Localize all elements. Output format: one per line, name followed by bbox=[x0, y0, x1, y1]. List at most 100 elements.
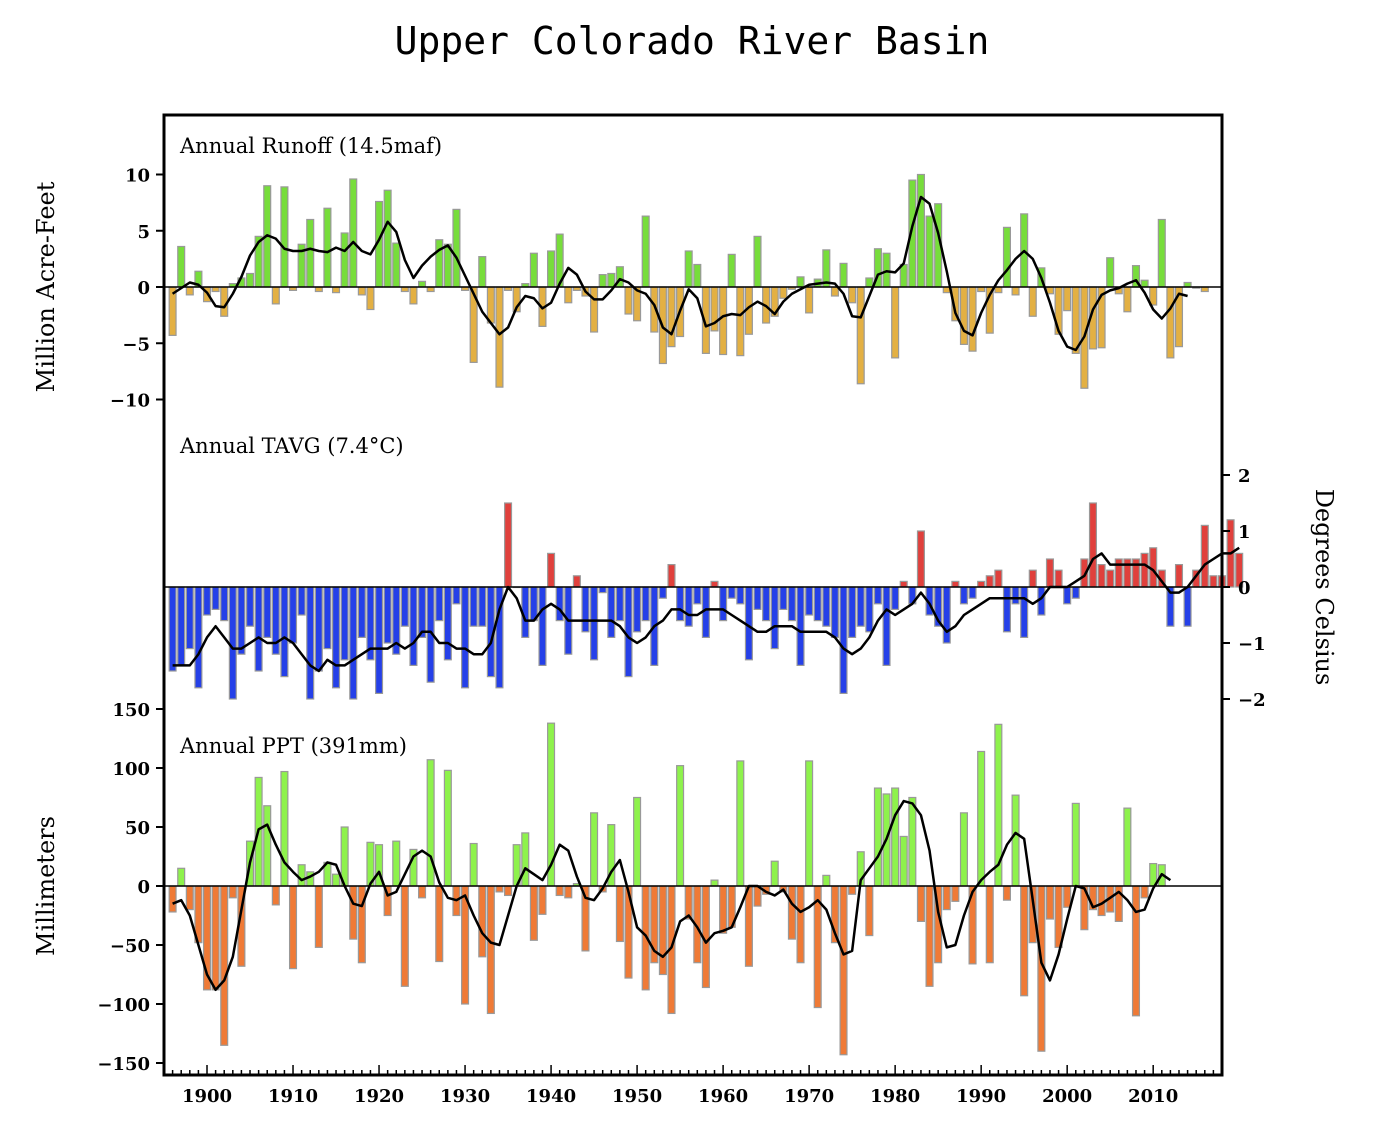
ppt-bar bbox=[977, 750, 986, 887]
runoff-bar bbox=[168, 286, 177, 336]
xtick-label: 1990 bbox=[956, 1086, 1006, 1107]
tavg-bar bbox=[194, 586, 203, 689]
runoff-bar bbox=[331, 286, 341, 294]
runoff-bar bbox=[306, 218, 315, 288]
tavg-smoothed-line bbox=[172, 546, 1240, 673]
tavg-bar bbox=[461, 586, 470, 689]
tavg-bar bbox=[1235, 552, 1244, 588]
runoff-bar bbox=[357, 286, 366, 296]
ppt-ytick-label: 150 bbox=[112, 700, 150, 721]
tavg-bar bbox=[779, 586, 788, 610]
ppt-bar bbox=[564, 885, 573, 899]
tavg-ytick-label: 1 bbox=[1238, 522, 1251, 543]
runoff-ytick-label: −10 bbox=[110, 391, 150, 412]
runoff-bar bbox=[383, 189, 392, 288]
tavg-bar bbox=[607, 586, 616, 639]
tavg-bar bbox=[1114, 558, 1123, 588]
runoff-bar bbox=[1106, 257, 1115, 288]
ppt-bar bbox=[263, 805, 272, 887]
tavg-ytick-label: 2 bbox=[1238, 466, 1251, 487]
tavg-bar bbox=[1123, 558, 1132, 588]
ppt-bar bbox=[736, 760, 745, 887]
tavg-bar bbox=[805, 586, 814, 616]
ppt-bar bbox=[211, 885, 220, 991]
runoff-bar bbox=[323, 207, 332, 288]
xtick-label: 1940 bbox=[526, 1086, 576, 1107]
runoff-bar bbox=[719, 286, 728, 356]
tavg-bar bbox=[736, 586, 745, 605]
tavg-bar bbox=[822, 586, 831, 627]
runoff-bar bbox=[598, 274, 607, 288]
runoff-bar bbox=[280, 186, 289, 288]
runoff-ytick-label: −5 bbox=[122, 334, 150, 355]
ppt-bar bbox=[177, 867, 186, 887]
ppt-bar bbox=[418, 885, 427, 899]
tavg-bar bbox=[1131, 558, 1141, 588]
tavg-bar bbox=[830, 586, 839, 639]
ppt-bar bbox=[297, 864, 306, 887]
tavg-bar bbox=[357, 586, 366, 639]
runoff-bar bbox=[607, 272, 616, 288]
tavg-bar bbox=[942, 586, 951, 644]
ppt-bar bbox=[1071, 802, 1080, 887]
ppt-bar bbox=[331, 873, 341, 887]
tavg-bar bbox=[977, 580, 986, 588]
ppt-bar bbox=[908, 796, 917, 887]
ppt-bar bbox=[633, 796, 642, 887]
tavg-bar bbox=[1106, 569, 1115, 588]
tavg-bar bbox=[985, 575, 994, 588]
ppt-bar bbox=[288, 885, 298, 970]
tavg-bar bbox=[443, 586, 452, 661]
ppt-bar bbox=[916, 885, 925, 923]
runoff-smoothed-line bbox=[171, 195, 1188, 352]
ppt-bar bbox=[899, 835, 908, 887]
tavg-bar bbox=[418, 586, 427, 639]
runoff-bar bbox=[392, 242, 401, 288]
tavg-bar bbox=[796, 586, 805, 667]
tavg-bar bbox=[1045, 558, 1055, 588]
runoff-bar bbox=[736, 286, 745, 357]
tavg-bar bbox=[839, 586, 848, 695]
tavg-ytick-label: −2 bbox=[1238, 690, 1266, 711]
ppt-bar bbox=[228, 885, 237, 899]
tavg-bar bbox=[452, 586, 461, 605]
tavg-ytick-label: −1 bbox=[1238, 634, 1266, 655]
tavg-bar bbox=[891, 586, 900, 610]
runoff-bar bbox=[1011, 286, 1020, 296]
ppt-ytick-label: −50 bbox=[110, 936, 150, 957]
ppt-bar bbox=[1054, 885, 1063, 948]
tavg-bar bbox=[873, 586, 882, 605]
xtick-label: 1980 bbox=[870, 1086, 920, 1107]
tavg-bar bbox=[547, 552, 556, 588]
tavg-bar bbox=[349, 586, 358, 700]
runoff-ytick-label: 0 bbox=[137, 278, 150, 299]
xtick-label: 1900 bbox=[182, 1086, 232, 1107]
tavg-bar bbox=[727, 586, 736, 599]
tavg-bar bbox=[323, 586, 332, 650]
runoff-bar bbox=[1002, 226, 1012, 288]
ppt-bar bbox=[710, 879, 719, 887]
runoff-bar bbox=[1140, 279, 1149, 288]
runoff-bar bbox=[994, 286, 1003, 294]
tavg-bar bbox=[297, 586, 306, 616]
runoff-bar bbox=[1157, 218, 1166, 288]
ppt-smoothed-line bbox=[172, 799, 1172, 992]
tavg-bar bbox=[856, 586, 865, 627]
tavg-bar bbox=[753, 586, 762, 610]
ppt-bar bbox=[985, 885, 994, 964]
right-axis-label-tavg: Degrees Celsius bbox=[1310, 489, 1338, 686]
tavg-bar bbox=[504, 502, 513, 588]
tavg-bar bbox=[770, 586, 779, 650]
runoff-bar bbox=[968, 286, 977, 352]
tavg-bar bbox=[288, 586, 298, 644]
tavg-bar bbox=[383, 586, 392, 644]
runoff-bar bbox=[624, 286, 633, 315]
tavg-bar bbox=[469, 586, 478, 627]
tavg-bar bbox=[185, 586, 194, 650]
runoff-bar bbox=[865, 277, 874, 288]
ppt-bar bbox=[1063, 885, 1072, 908]
tavg-bar bbox=[959, 586, 968, 605]
ppt-bar bbox=[1045, 885, 1055, 920]
ppt-bar bbox=[555, 885, 564, 897]
ppt-bar bbox=[959, 812, 968, 887]
